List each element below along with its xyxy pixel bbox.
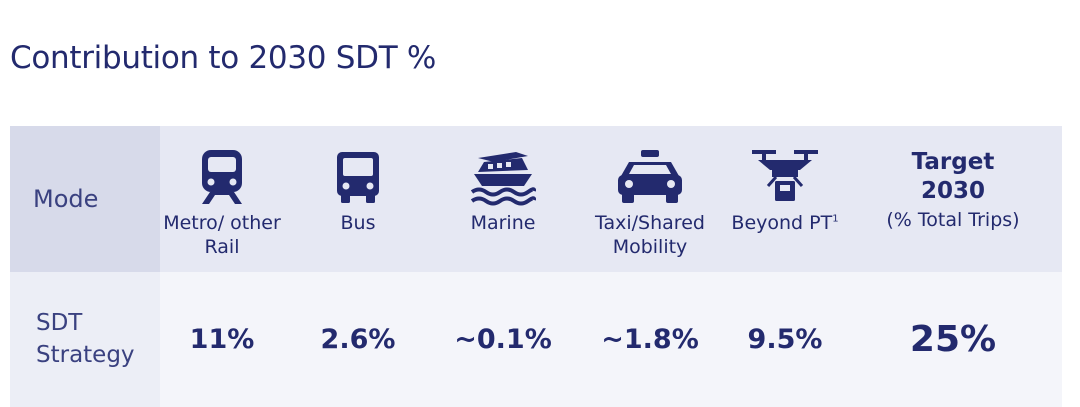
mode-header-marine: Marine bbox=[432, 126, 574, 272]
mode-header-metro: Metro/ other Rail bbox=[160, 126, 284, 272]
mode-label: Taxi/Shared Mobility bbox=[595, 212, 705, 258]
bus-icon bbox=[334, 148, 382, 206]
taxi-icon bbox=[615, 148, 685, 206]
row-label-mode: Mode bbox=[10, 126, 160, 272]
mode-header-taxi: Taxi/Shared Mobility bbox=[574, 126, 726, 272]
mode-header-bus: Bus bbox=[284, 126, 432, 272]
train-icon bbox=[198, 148, 246, 206]
row-label-strategy: SDT Strategy bbox=[10, 272, 160, 407]
value-taxi: ~1.8% bbox=[574, 272, 726, 407]
value-marine: ~0.1% bbox=[432, 272, 574, 407]
sdt-contribution-table: Mode Metro/ other Rail Bus bbox=[10, 126, 1062, 407]
value-beyond-pt: 9.5% bbox=[726, 272, 844, 407]
target-title: Target 2030 bbox=[911, 149, 995, 204]
ferry-icon bbox=[470, 148, 536, 206]
mode-label: Metro/ other Rail bbox=[163, 212, 281, 258]
mode-label: Marine bbox=[470, 212, 536, 234]
mode-label: Beyond PT1 bbox=[731, 212, 839, 234]
mode-label: Bus bbox=[340, 212, 376, 234]
drone-icon bbox=[750, 148, 820, 206]
mode-header-beyond-pt: Beyond PT1 bbox=[726, 126, 844, 272]
value-metro: 11% bbox=[160, 272, 284, 407]
value-target: 25% bbox=[844, 272, 1062, 407]
target-header: Target 2030 (% Total Trips) bbox=[844, 126, 1062, 272]
value-bus: 2.6% bbox=[284, 272, 432, 407]
page-title: Contribution to 2030 SDT % bbox=[10, 40, 437, 76]
target-subtitle: (% Total Trips) bbox=[886, 208, 1020, 231]
